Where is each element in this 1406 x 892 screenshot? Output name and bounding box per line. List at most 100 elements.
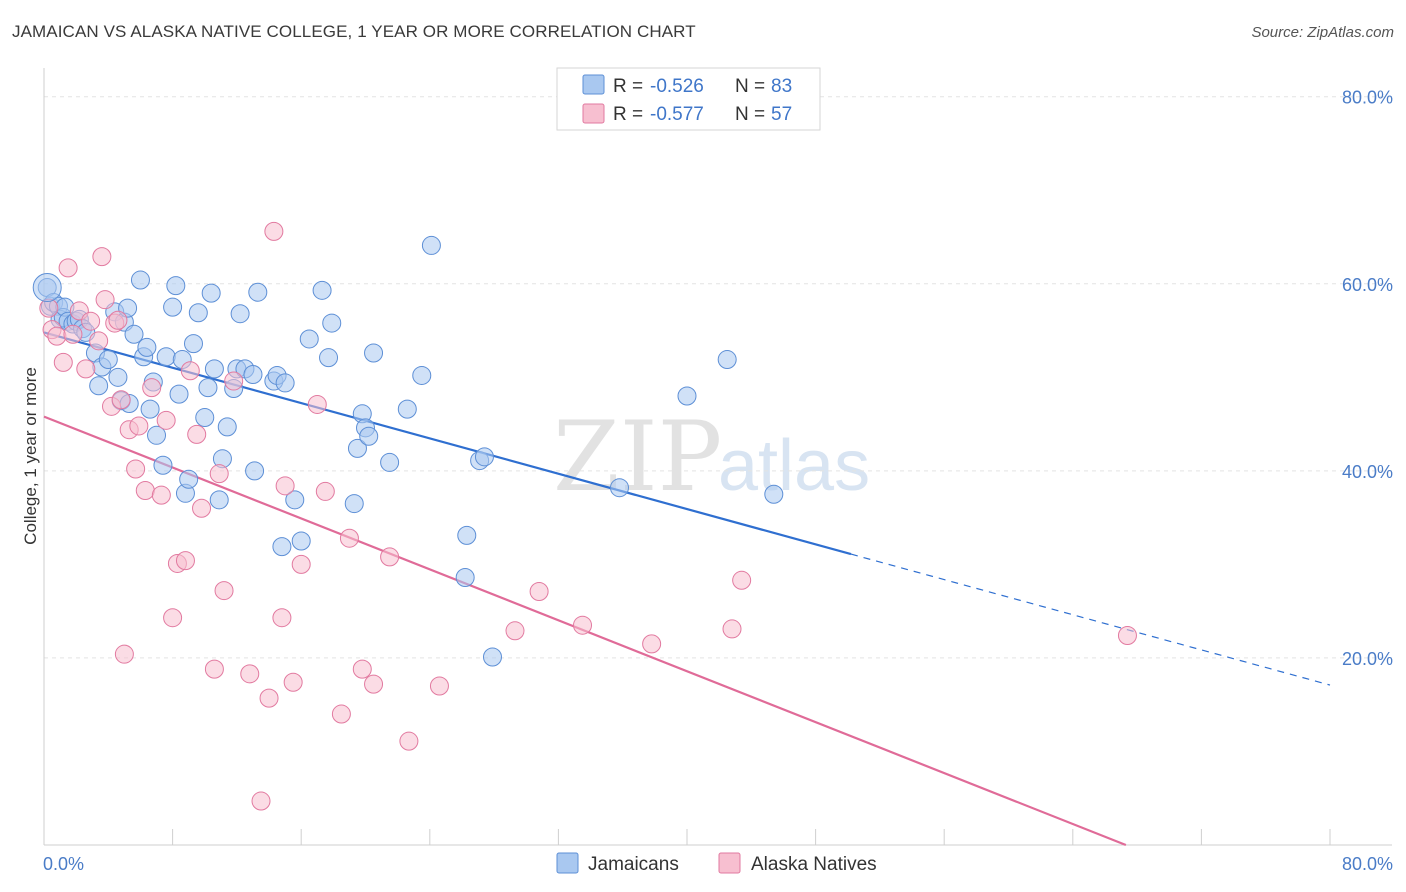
point-jamaicans (764, 484, 784, 504)
point-alaska-natives (573, 615, 593, 635)
point-jamaicans (230, 304, 250, 324)
point-alaska-natives (108, 310, 128, 330)
point-jamaicans-cluster (32, 273, 62, 303)
series-legend: Jamaicans Alaska Natives (556, 852, 877, 875)
point-jamaicans (455, 567, 475, 587)
point-alaska-natives (275, 476, 295, 496)
legend-swatch-alaska-natives (582, 103, 605, 124)
point-jamaicans (364, 343, 384, 363)
source-label: Source: ZipAtlas.com (1251, 24, 1394, 41)
legend-n-label-jamaicans: N = (735, 76, 765, 97)
point-alaska-natives (192, 498, 212, 518)
point-jamaicans (275, 373, 295, 393)
point-jamaicans (98, 350, 118, 370)
point-jamaicans (89, 376, 109, 396)
point-alaska-natives (89, 331, 109, 351)
legend-n-label-alaska-natives: N = (735, 104, 765, 125)
y-tick-label: 20.0% (1342, 649, 1393, 669)
point-jamaicans (677, 386, 697, 406)
legend-n-value-jamaicans: 83 (771, 76, 792, 97)
data-points (32, 221, 1137, 811)
point-jamaicans (130, 270, 150, 290)
point-jamaicans (169, 384, 189, 404)
point-jamaicans (397, 399, 417, 419)
y-tick-label: 40.0% (1342, 462, 1393, 482)
point-jamaicans (153, 455, 173, 475)
bottom-legend-swatch-alaska-natives (718, 852, 741, 874)
point-jamaicans (248, 282, 268, 302)
point-jamaicans (609, 478, 629, 498)
point-alaska-natives (224, 371, 244, 391)
point-alaska-natives (240, 664, 260, 684)
legend-r-value-jamaicans: -0.526 (650, 76, 704, 97)
point-alaska-natives (364, 674, 384, 694)
point-jamaicans (412, 365, 432, 385)
point-jamaicans (319, 348, 339, 368)
point-alaska-natives (204, 659, 224, 679)
point-jamaicans (285, 490, 305, 510)
point-alaska-natives (151, 485, 171, 505)
point-alaska-natives (352, 659, 372, 679)
point-jamaicans (163, 297, 183, 317)
point-alaska-natives (732, 570, 752, 590)
point-jamaicans (291, 531, 311, 551)
point-jamaicans (312, 280, 332, 300)
point-alaska-natives (156, 410, 176, 430)
point-alaska-natives (315, 481, 335, 501)
point-jamaicans (347, 438, 367, 458)
point-alaska-natives (399, 731, 419, 751)
point-alaska-natives (135, 480, 155, 500)
point-alaska-natives (114, 644, 134, 664)
point-alaska-natives (529, 582, 549, 602)
point-jamaicans (457, 525, 477, 545)
point-jamaicans (209, 490, 229, 510)
point-jamaicans (195, 408, 215, 428)
point-alaska-natives (209, 464, 229, 484)
point-alaska-natives (259, 688, 279, 708)
point-jamaicans (147, 425, 167, 445)
point-jamaicans (344, 494, 364, 514)
point-alaska-natives (142, 378, 162, 398)
legend-r-value-alaska-natives: -0.577 (650, 104, 704, 125)
point-jamaicans (421, 235, 441, 255)
point-alaska-natives (291, 554, 311, 574)
point-alaska-natives (180, 361, 200, 381)
bottom-legend-label-jamaicans: Jamaicans (588, 854, 679, 875)
point-jamaicans (204, 359, 224, 379)
point-jamaicans (717, 350, 737, 370)
point-jamaicans (359, 426, 379, 446)
point-jamaicans (272, 537, 292, 557)
point-alaska-natives (58, 258, 78, 278)
legend-n-value-alaska-natives: 57 (771, 104, 792, 125)
x-tick-label: 0.0% (43, 854, 84, 874)
correlation-legend: R = -0.526 N = 83 R = -0.577 N = 57 (556, 67, 821, 131)
point-alaska-natives (63, 324, 83, 344)
point-alaska-natives (429, 676, 449, 696)
point-alaska-natives (642, 634, 662, 654)
point-jamaicans (108, 367, 128, 387)
trend-line-jamaicans (43, 331, 852, 556)
y-axis-label: College, 1 year or more (21, 367, 40, 545)
y-tick-label: 80.0% (1342, 88, 1393, 108)
point-jamaicans (322, 313, 342, 333)
point-alaska-natives (283, 672, 303, 692)
legend-swatch-jamaicans (582, 74, 605, 95)
point-alaska-natives (272, 608, 292, 628)
point-alaska-natives (81, 311, 101, 331)
point-jamaicans (124, 324, 144, 344)
point-alaska-natives (331, 704, 351, 724)
point-alaska-natives (251, 791, 271, 811)
trend-line-jamaicans-extension (850, 553, 1331, 686)
point-jamaicans (183, 334, 203, 354)
point-jamaicans (299, 329, 319, 349)
point-alaska-natives (53, 352, 73, 372)
point-jamaicans (380, 452, 400, 472)
point-alaska-natives (722, 619, 742, 639)
point-jamaicans (166, 276, 186, 296)
watermark-atlas: atlas (718, 426, 870, 506)
bottom-legend-label-alaska-natives: Alaska Natives (751, 854, 877, 875)
point-jamaicans (201, 283, 221, 303)
point-alaska-natives (214, 581, 234, 601)
point-alaska-natives (187, 424, 207, 444)
